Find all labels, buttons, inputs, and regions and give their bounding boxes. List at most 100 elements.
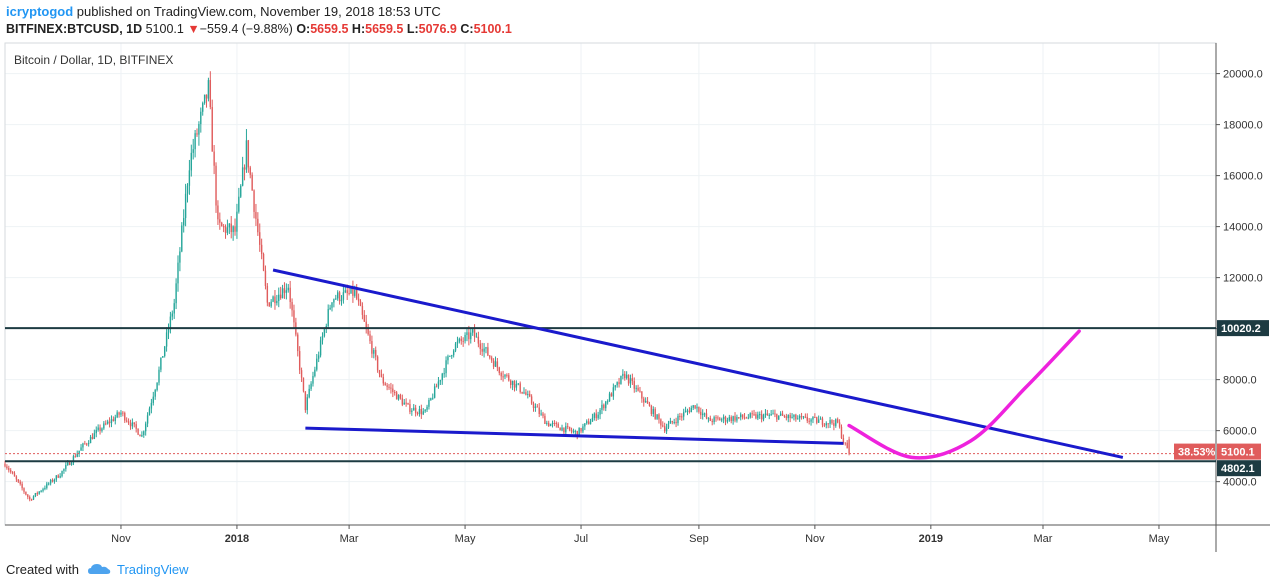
candle-body	[721, 419, 723, 421]
candle-body	[454, 343, 457, 351]
candle-body	[694, 405, 696, 409]
pct-change-label: 38.53%	[1178, 447, 1216, 459]
candle-body	[800, 416, 803, 418]
candle-body	[384, 383, 386, 386]
candle-body	[587, 421, 590, 425]
plot-frame	[4, 42, 1217, 526]
candle-body	[173, 303, 175, 314]
candle-body	[816, 417, 818, 423]
candle-body	[422, 411, 424, 415]
symbol-label: BITFINEX:BTCUSD, 1D	[6, 22, 143, 36]
candle-body	[97, 427, 99, 430]
x-tick-label: 2019	[919, 533, 943, 545]
candle-body	[631, 378, 634, 382]
candle-body	[27, 494, 29, 498]
candle-body	[55, 475, 58, 480]
candle-body	[207, 80, 210, 99]
candle-body	[677, 416, 679, 424]
resistance-label: 10020.2	[1221, 323, 1261, 335]
candle-body	[293, 310, 295, 323]
candle-body	[597, 414, 599, 419]
candle-body	[479, 343, 481, 349]
candle-body	[298, 351, 301, 371]
candle-body	[730, 417, 732, 422]
candle-body	[698, 406, 700, 412]
candle-body	[213, 151, 215, 166]
candle-body	[760, 414, 763, 420]
candle-body	[240, 185, 242, 197]
candle-body	[827, 423, 829, 425]
candle-body	[629, 378, 632, 384]
candle-body	[644, 400, 647, 403]
candle-body	[791, 416, 793, 418]
candle-body	[443, 373, 445, 375]
candle-body	[87, 443, 90, 445]
candle-body	[449, 355, 451, 357]
candle-body	[572, 431, 575, 433]
candle-body	[458, 338, 461, 342]
candle-body	[181, 225, 183, 252]
candle-body	[10, 470, 12, 472]
candle-body	[684, 410, 687, 413]
candle-body	[646, 400, 649, 404]
y-tick-label: 20000.0	[1223, 69, 1263, 81]
candle-body	[762, 415, 765, 420]
candle-body	[21, 483, 23, 489]
candle-body	[682, 412, 685, 417]
candle-body	[527, 393, 529, 395]
candle-body	[162, 356, 164, 358]
projection-curve	[847, 329, 1081, 460]
candle-body	[513, 380, 516, 388]
candle-body	[785, 416, 788, 419]
x-tick-label: Mar	[340, 533, 359, 545]
candle-body	[215, 165, 217, 206]
candle-body	[48, 483, 50, 485]
tradingview-link[interactable]: TradingView	[116, 562, 189, 577]
candle-body	[814, 416, 816, 418]
candle-body	[770, 414, 772, 416]
candle-body	[743, 417, 746, 419]
candle-body	[264, 270, 267, 286]
candle-body	[257, 218, 259, 233]
candle-body	[614, 385, 616, 388]
candle-body	[532, 403, 535, 408]
candle-body	[40, 490, 42, 492]
x-tick-label: May	[1149, 533, 1170, 545]
candle-body	[158, 369, 160, 383]
candle-body	[236, 211, 238, 232]
candle-body	[703, 413, 706, 415]
candle-body	[380, 374, 383, 378]
candle-body	[578, 428, 580, 437]
candle-body	[217, 205, 219, 220]
candle-body	[103, 423, 105, 429]
candle-body	[169, 316, 172, 330]
candle-body	[643, 398, 645, 403]
candle-body	[148, 408, 151, 416]
candle-body	[464, 334, 466, 342]
x-tick-label: Jul	[574, 533, 588, 545]
candle-body	[846, 442, 848, 449]
candle-body	[686, 410, 689, 412]
candle-body	[525, 392, 527, 395]
candle-body	[656, 414, 658, 419]
candle-body	[344, 290, 346, 293]
candle-body	[361, 305, 364, 315]
candle-body	[783, 415, 786, 417]
candle-body	[738, 417, 740, 419]
candle-body	[188, 170, 191, 186]
candle-body	[635, 387, 637, 389]
candle-body	[150, 402, 153, 409]
candle-body	[386, 385, 388, 387]
candle-body	[726, 420, 729, 422]
candle-body	[521, 391, 523, 394]
candle-body	[281, 288, 284, 299]
support-label: 4802.1	[1221, 463, 1255, 475]
candle-body	[316, 358, 318, 370]
author-link[interactable]: icryptogod	[6, 4, 74, 19]
candle-body	[580, 428, 582, 432]
candle-body	[715, 417, 717, 419]
candle-body	[821, 418, 824, 425]
candle-body	[74, 456, 77, 458]
candle-body	[810, 419, 812, 422]
